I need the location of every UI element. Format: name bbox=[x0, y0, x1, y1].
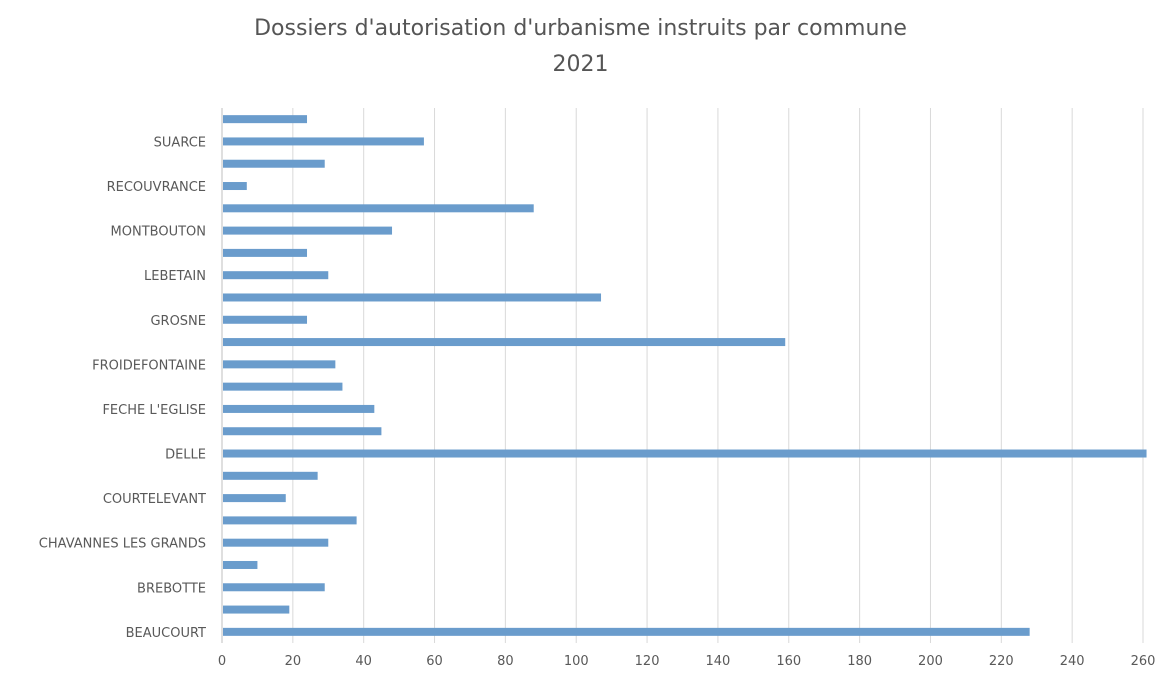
bar bbox=[223, 204, 534, 213]
chart-title: Dossiers d'autorisation d'urbanisme inst… bbox=[254, 16, 907, 41]
y-category-label: RECOUVRANCE bbox=[107, 180, 206, 195]
y-category-label: MONTBOUTON bbox=[111, 225, 206, 240]
bar bbox=[223, 382, 343, 391]
y-category-label: GROSNE bbox=[150, 314, 206, 329]
bar bbox=[223, 538, 329, 547]
bar bbox=[223, 315, 308, 324]
x-tick-label: 180 bbox=[847, 654, 872, 669]
bar bbox=[223, 404, 375, 413]
x-tick-label: 0 bbox=[218, 654, 226, 669]
x-tick-label: 160 bbox=[776, 654, 801, 669]
bar bbox=[223, 360, 336, 369]
chart-subtitle: 2021 bbox=[552, 52, 609, 77]
bar bbox=[223, 516, 357, 525]
bar bbox=[223, 560, 258, 569]
bar bbox=[223, 627, 1030, 636]
bar bbox=[223, 494, 286, 503]
bar bbox=[223, 605, 290, 614]
bar bbox=[223, 338, 786, 347]
x-tick-label: 240 bbox=[1060, 654, 1085, 669]
bar bbox=[223, 226, 393, 235]
x-tick-label: 200 bbox=[918, 654, 943, 669]
bar bbox=[223, 471, 318, 480]
x-tick-label: 100 bbox=[564, 654, 589, 669]
y-category-label: SUARCE bbox=[154, 135, 206, 150]
bar bbox=[223, 115, 308, 124]
bar bbox=[223, 427, 382, 436]
bar bbox=[223, 583, 325, 592]
bar bbox=[223, 182, 247, 191]
y-category-label: CHAVANNES LES GRANDS bbox=[39, 537, 206, 552]
y-category-label: LEBETAIN bbox=[144, 269, 206, 284]
x-tick-label: 140 bbox=[706, 654, 731, 669]
y-category-label: COURTELEVANT bbox=[103, 492, 206, 507]
x-tick-label: 220 bbox=[989, 654, 1014, 669]
bar bbox=[223, 159, 325, 168]
x-tick-label: 260 bbox=[1131, 654, 1156, 669]
y-category-label: FROIDEFONTAINE bbox=[92, 358, 206, 373]
y-category-label: BEAUCOURT bbox=[126, 626, 206, 641]
x-tick-label: 80 bbox=[497, 654, 514, 669]
x-tick-label: 20 bbox=[285, 654, 302, 669]
x-tick-label: 60 bbox=[426, 654, 443, 669]
y-category-label: DELLE bbox=[165, 448, 206, 463]
bar bbox=[223, 137, 424, 146]
y-category-label: FECHE L'EGLISE bbox=[102, 403, 206, 418]
x-tick-label: 120 bbox=[635, 654, 660, 669]
bar bbox=[223, 449, 1147, 458]
bar bbox=[223, 248, 308, 257]
bar bbox=[223, 293, 602, 302]
y-category-label: BREBOTTE bbox=[137, 581, 206, 596]
bar bbox=[223, 271, 329, 280]
x-tick-label: 40 bbox=[355, 654, 372, 669]
